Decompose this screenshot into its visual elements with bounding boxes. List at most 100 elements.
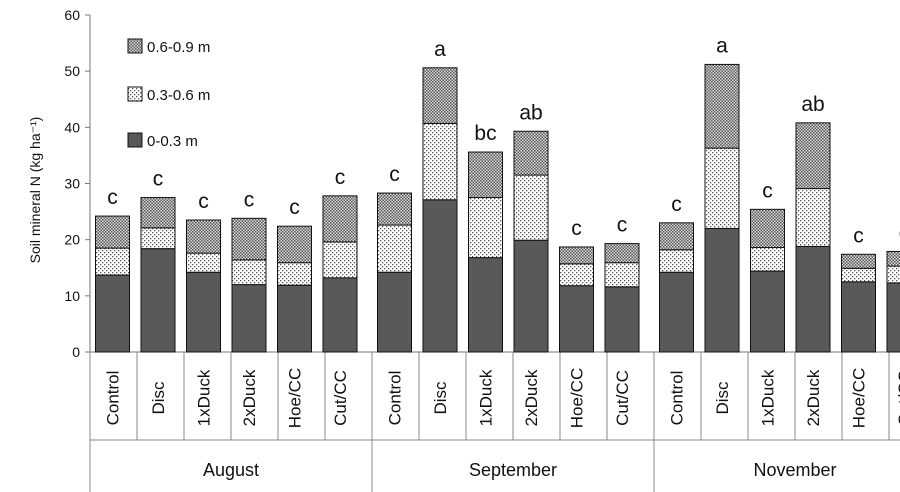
bar-segment-0-0-3-m — [186, 271, 221, 353]
bar-segment-0-0-3-m — [140, 248, 176, 353]
bar-segment-0-6-0-9-m — [468, 151, 503, 199]
bar-segment-0-0-3-m — [468, 257, 503, 353]
significance-letter: c — [153, 168, 164, 191]
bar-segment-0-6-0-9-m — [377, 192, 412, 226]
significance-letter: c — [671, 193, 682, 216]
bar-segment-0-3-0-6-m — [513, 174, 549, 241]
y-tick-label: 10 — [64, 288, 80, 304]
significance-letter: a — [434, 38, 446, 61]
y-tick-label: 20 — [64, 232, 80, 248]
bar-segment-0-0-3-m — [750, 270, 785, 353]
significance-letter: c — [389, 163, 400, 186]
bar-segment-0-0-3-m — [377, 271, 412, 353]
category-label: Control — [104, 371, 123, 426]
significance-letter: c — [289, 196, 300, 219]
bar-segment-0-0-3-m — [886, 282, 900, 353]
significance-letter: a — [716, 34, 728, 57]
bar-segment-0-3-0-6-m — [322, 241, 358, 279]
bar-segment-0-0-3-m — [322, 277, 358, 353]
bar-segment-0-0-3-m — [277, 284, 312, 353]
bar-segment-0-6-0-9-m — [186, 219, 221, 254]
legend-swatch — [127, 38, 143, 54]
significance-letter: c — [571, 217, 582, 240]
bar-segment-0-3-0-6-m — [750, 247, 785, 272]
bar-segment-0-3-0-6-m — [659, 249, 694, 273]
group-label: November — [753, 460, 836, 480]
bar-segment-0-6-0-9-m — [750, 208, 785, 249]
bar-segment-0-0-3-m — [659, 271, 694, 353]
bar-segment-0-6-0-9-m — [659, 222, 694, 251]
bar-segment-0-3-0-6-m — [704, 147, 740, 229]
y-tick-label: 30 — [64, 176, 80, 192]
y-tick-label: 60 — [64, 7, 80, 23]
significance-letter: c — [107, 186, 118, 209]
bar-segment-0-6-0-9-m — [140, 197, 176, 229]
legend-label: 0.6-0.9 m — [147, 39, 210, 56]
bar-segment-0-0-3-m — [422, 199, 458, 353]
group-label: September — [469, 460, 557, 480]
significance-letter: ab — [519, 101, 542, 124]
category-label: Hoe/CC — [286, 368, 305, 428]
bar-segment-0-0-3-m — [231, 284, 267, 353]
bar-segment-0-6-0-9-m — [513, 130, 549, 176]
significance-letter: c — [853, 224, 864, 247]
legend-swatch — [127, 86, 143, 102]
bar-segment-0-0-3-m — [559, 285, 594, 353]
category-label: Cut/CC — [613, 370, 632, 426]
category-label: Disc — [713, 381, 732, 415]
bar-segment-0-6-0-9-m — [886, 250, 900, 267]
bar-segment-0-6-0-9-m — [604, 243, 640, 264]
legend-swatch — [127, 132, 143, 148]
bar-segment-0-3-0-6-m — [186, 252, 221, 273]
bar-segment-0-3-0-6-m — [231, 259, 267, 286]
bar-segment-0-0-3-m — [795, 245, 831, 353]
significance-letter: c — [899, 221, 900, 244]
significance-letter: c — [617, 214, 628, 237]
bar-segment-0-3-0-6-m — [468, 197, 503, 259]
category-label: 2xDuck — [240, 369, 259, 426]
significance-letter: c — [198, 190, 209, 213]
bar-segment-0-6-0-9-m — [795, 122, 831, 190]
category-label: Control — [386, 371, 405, 426]
category-label: Cut/CC — [331, 370, 350, 426]
bar-segment-0-6-0-9-m — [704, 63, 740, 149]
bar-segment-0-3-0-6-m — [795, 188, 831, 247]
category-label: Cut/CC — [895, 370, 900, 426]
bar-segment-0-3-0-6-m — [841, 267, 876, 283]
significance-letter: c — [335, 166, 346, 189]
category-label: Disc — [431, 381, 450, 415]
bar-segment-0-6-0-9-m — [841, 253, 876, 269]
significance-letter: c — [762, 179, 773, 202]
bar-segment-0-3-0-6-m — [140, 227, 176, 250]
bar-segment-0-6-0-9-m — [422, 67, 458, 124]
bar-segment-0-3-0-6-m — [422, 122, 458, 201]
legend-label: 0-0.3 m — [147, 133, 198, 150]
bar-segment-0-6-0-9-m — [277, 225, 312, 264]
category-label: Hoe/CC — [568, 368, 587, 428]
bar-segment-0-3-0-6-m — [886, 265, 900, 284]
bar-segment-0-6-0-9-m — [95, 215, 130, 249]
bar-segment-0-6-0-9-m — [559, 246, 594, 265]
bar-segment-0-0-3-m — [95, 274, 130, 353]
y-axis-title: Soil mineral N (kg ha⁻¹) — [27, 117, 43, 264]
group-label: August — [203, 460, 259, 480]
category-label: 1xDuck — [195, 369, 214, 426]
bar-segment-0-0-3-m — [841, 281, 876, 353]
bar-segment-0-0-3-m — [604, 286, 640, 353]
bar-segment-0-6-0-9-m — [322, 195, 358, 243]
significance-letter: ab — [801, 93, 824, 116]
category-label: Disc — [149, 381, 168, 415]
bar-segment-0-3-0-6-m — [604, 262, 640, 288]
y-tick-label: 40 — [64, 119, 80, 135]
legend-label: 0.3-0.6 m — [147, 87, 210, 104]
bar-segment-0-3-0-6-m — [95, 247, 130, 276]
significance-letter: bc — [474, 122, 496, 145]
bar-segment-0-0-3-m — [704, 227, 740, 353]
category-label: Hoe/CC — [850, 368, 869, 428]
bar-segment-0-3-0-6-m — [377, 224, 412, 273]
category-label: 1xDuck — [759, 369, 778, 426]
bar-segment-0-0-3-m — [513, 239, 549, 353]
y-tick-label: 50 — [64, 63, 80, 79]
bar-segment-0-3-0-6-m — [277, 262, 312, 286]
